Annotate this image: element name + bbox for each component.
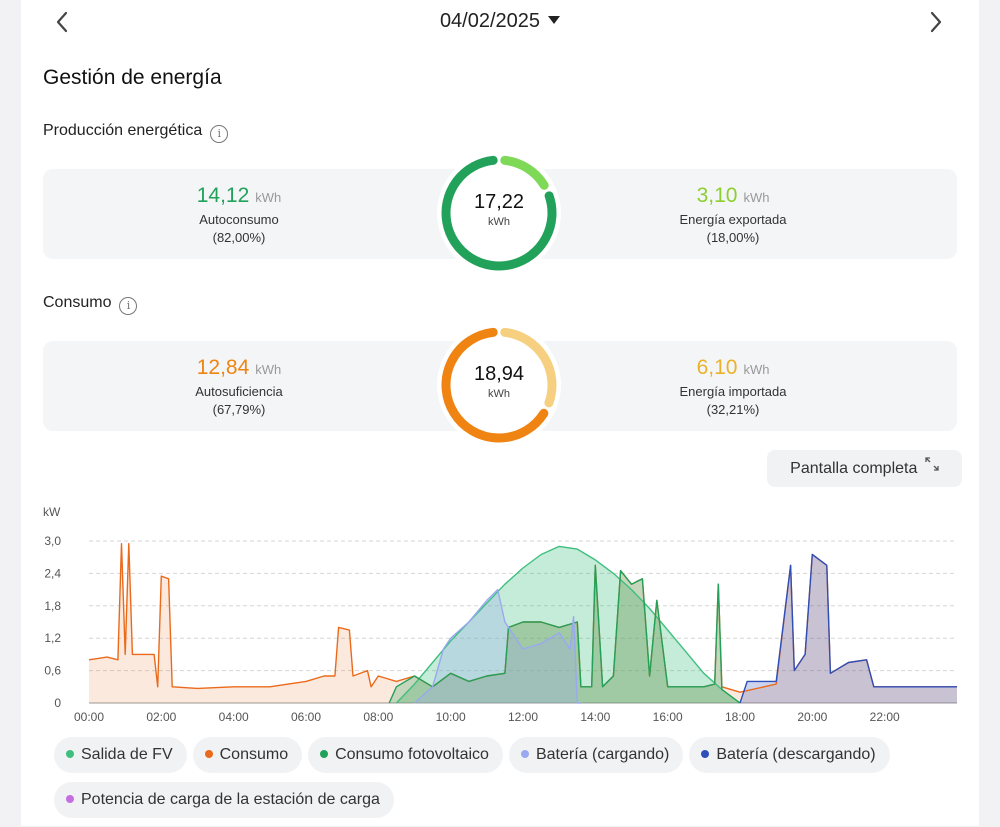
power-chart[interactable]: kW 0 0,6 1,2 1,8 2,4 3,0 00:00 02:00 04:00 06:00 08… [21,500,979,732]
self-sufficiency-value: 12,84 [196,356,250,379]
self-consumption-stat: 14,12 kWh Autoconsumo (82,00%) [89,184,389,245]
production-section-label: Producción energética i [43,122,229,143]
legend-item[interactable]: Potencia de carga de la estación de carg… [54,782,394,818]
legend-item[interactable]: Consumo fotovoltaico [308,737,503,773]
chart-legend: Salida de FV Consumo Consumo fotovoltaico B… [54,737,954,827]
expand-icon [925,457,939,471]
exported-arc [500,155,549,190]
x-tick-label: 10:00 [436,710,466,724]
imported-energy-unit: kWh [743,362,770,377]
x-tick-label: 14:00 [580,710,610,724]
self-sufficiency-pct: (67,79%) [212,402,266,417]
x-tick-label: 18:00 [725,710,755,724]
legend-label: Salida de FV [81,746,173,763]
production-total-unit: kWh [488,216,510,228]
previous-day-button[interactable] [49,8,77,36]
info-icon[interactable]: i [210,125,229,143]
legend-label: Potencia de carga de la estación de carg… [81,791,380,808]
consumption-section-label: Consumo i [43,294,138,315]
imported-energy-value: 6,10 [696,356,738,379]
imported-arc [500,327,557,408]
next-day-button[interactable] [921,8,949,36]
legend-dot-icon [520,750,529,758]
series-line-3 [414,588,581,704]
date-navigation: 04/02/2025 [21,0,979,44]
series-line-0 [395,545,741,704]
self-consumption-label: Autoconsumo [199,212,279,227]
info-icon[interactable]: i [119,297,138,315]
series-area-3 [414,589,581,703]
x-tick-label: 20:00 [797,710,827,724]
chevron-left-icon [56,11,68,33]
legend-dot-icon [204,750,213,758]
legend-dot-icon [701,750,710,758]
series-area-2 [389,565,740,703]
imported-energy-stat: 6,10 kWh Energía importada (32,21%) [583,356,883,417]
exported-energy-value: 3,10 [696,184,738,207]
legend-item[interactable]: Salida de FV [54,737,187,773]
y-axis-unit: kW [43,505,61,519]
self-consumption-unit: kWh [255,190,282,205]
page-title: Gestión de energía [43,66,222,89]
consumption-label: Consumo [43,294,112,311]
x-tick-label: 22:00 [870,710,900,724]
self-sufficiency-label: Autosuficiencia [195,384,283,399]
self-sufficiency-stat: 12,84 kWh Autosuficiencia (67,79%) [89,356,389,417]
exported-energy-unit: kWh [743,190,770,205]
legend-item[interactable]: Consumo [192,737,303,773]
exported-energy-stat: 3,10 kWh Energía exportada (18,00%) [583,184,883,245]
y-tick-label: 1,2 [44,631,61,645]
y-tick-label: 3,0 [44,534,61,548]
consumption-total-unit: kWh [488,388,510,400]
date-selector[interactable]: 04/02/2025 [21,10,979,33]
x-tick-label: 08:00 [363,710,393,724]
x-tick-label: 06:00 [291,710,321,724]
production-donut: 17,22 kWh [437,151,561,275]
legend-item[interactable]: Batería (cargando) [508,737,684,773]
y-tick-label: 0 [54,696,61,710]
x-tick-label: 00:00 [74,710,104,724]
date-label: 04/02/2025 [439,10,541,32]
exported-energy-pct: (18,00%) [706,230,760,245]
x-tick-label: 12:00 [508,710,538,724]
legend-label: Consumo fotovoltaico [335,746,489,763]
self-consumption-arc [441,155,557,271]
chevron-right-icon [930,11,942,33]
fullscreen-button[interactable]: Pantalla completa [767,450,962,487]
series-line-2 [388,564,741,704]
imported-energy-label: Energía importada [679,384,787,399]
legend-dot-icon [66,795,74,803]
consumption-total: 18,94 [473,363,525,385]
production-total: 17,22 [473,191,525,213]
caret-down-icon [548,16,561,24]
series-area-1 [89,543,957,703]
x-tick-label: 04:00 [219,710,249,724]
series-line-4 [739,553,957,704]
self-sufficiency-unit: kWh [255,362,282,377]
legend-dot-icon [320,750,329,758]
fullscreen-label: Pantalla completa [790,460,918,477]
legend-item[interactable]: Batería (descargando) [689,737,890,773]
x-tick-label: 02:00 [146,710,176,724]
self-consumption-pct: (82,00%) [212,230,266,245]
production-label: Producción energética [43,122,203,139]
consumption-donut: 18,94 kWh [437,323,561,447]
x-tick-label: 16:00 [653,710,683,724]
imported-energy-pct: (32,21%) [706,402,760,417]
legend-dot-icon [66,750,74,758]
y-tick-label: 1,8 [44,599,61,613]
self-sufficiency-arc [441,327,549,443]
energy-page: 04/02/2025 Gestión de energía Producción… [21,0,979,826]
legend-label: Batería (descargando) [716,746,876,763]
y-tick-label: 0,6 [44,664,61,678]
self-consumption-value: 14,12 [196,184,250,207]
legend-label: Consumo [219,746,289,763]
exported-energy-label: Energía exportada [679,212,787,227]
legend-label: Batería (cargando) [535,746,670,763]
y-tick-label: 2,4 [44,566,61,580]
